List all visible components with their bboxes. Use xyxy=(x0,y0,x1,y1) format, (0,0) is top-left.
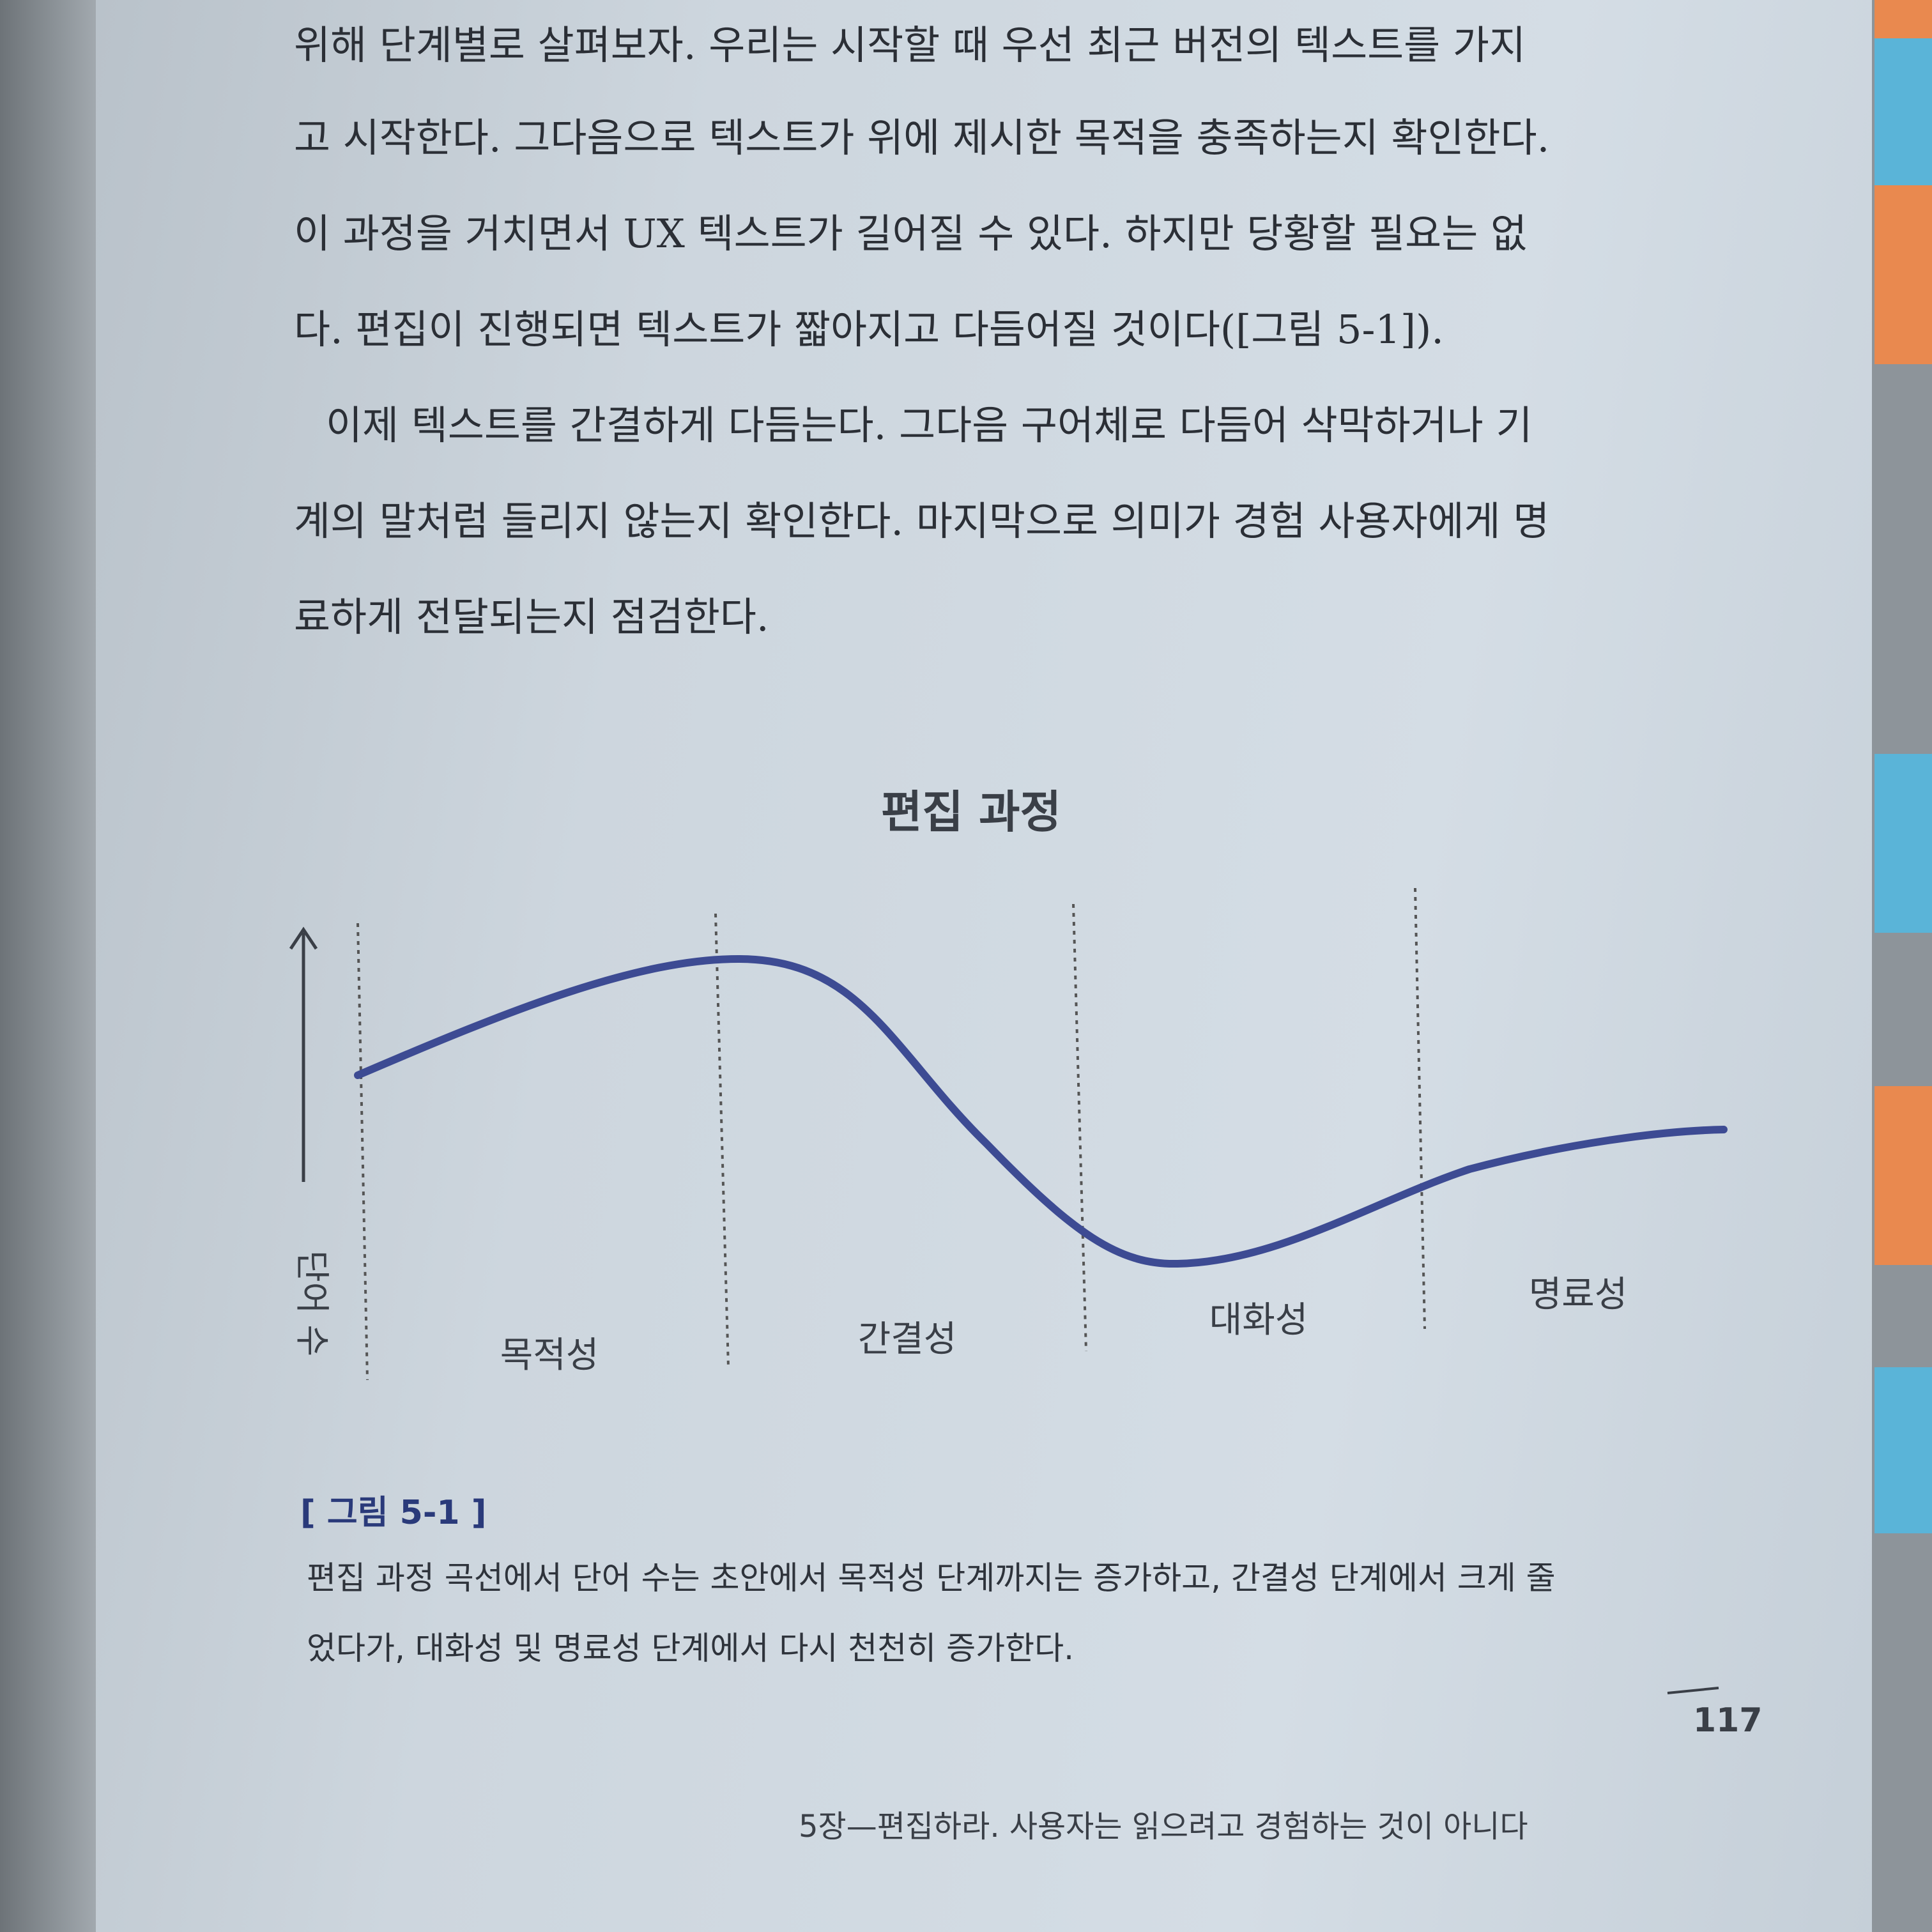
divider xyxy=(1414,887,1426,1330)
page-number-rule xyxy=(1667,1687,1719,1694)
index-tab xyxy=(1874,1367,1932,1533)
book-page xyxy=(96,0,1872,1932)
index-tab xyxy=(1874,38,1932,185)
caption-line: 편집 과정 곡선에서 단어 수는 초안에서 목적성 단계까지는 증가하고, 간결… xyxy=(307,1560,1556,1597)
axis-arrowhead xyxy=(289,926,318,950)
text-line: 고 시작한다. 그다음으로 텍스트가 위에 제시한 목적을 충족하는지 확인한다… xyxy=(294,114,1550,161)
page-number: 117 xyxy=(1693,1701,1763,1740)
stage-dividers xyxy=(356,887,1426,1381)
text-line: 이 과정을 거치면서 UX 텍스트가 길어질 수 있다. 하지만 당황할 필요는… xyxy=(294,210,1528,257)
stage-label: 간결성 xyxy=(858,1319,957,1360)
stage-label: 대화성 xyxy=(1209,1300,1308,1341)
divider xyxy=(714,913,730,1368)
text-line: 다. 편집이 진행되면 텍스트가 짧아지고 다듬어질 것이다([그림 5-1])… xyxy=(294,306,1444,353)
y-axis-label: 단어 수 xyxy=(292,1250,332,1356)
caption-label: [ 그림 5-1 ] xyxy=(300,1494,486,1532)
running-title: 5장—편집하라. 사용자는 읽으려고 경험하는 것이 아니다 xyxy=(799,1809,1528,1844)
figure-title: 편집 과정 xyxy=(881,786,1061,838)
stage-label: 명료성 xyxy=(1529,1274,1628,1315)
text-line: 계의 말처럼 들리지 않는지 확인한다. 마지막으로 의미가 경험 사용자에게 … xyxy=(294,498,1550,544)
index-tab xyxy=(1874,754,1932,933)
book-gutter xyxy=(0,0,109,1932)
index-tab xyxy=(1874,185,1932,364)
text-line: 위해 단계별로 살펴보자. 우리는 시작할 때 우선 최근 버전의 텍스트를 가… xyxy=(294,22,1526,68)
index-tab xyxy=(1874,1086,1932,1265)
divider xyxy=(1072,903,1087,1352)
divider xyxy=(356,923,369,1381)
text-line: 이제 텍스트를 간결하게 다듬는다. 그다음 구어체로 다듬어 삭막하거나 기 xyxy=(326,402,1533,448)
stage-label: 목적성 xyxy=(500,1335,599,1376)
editing-curve xyxy=(354,954,1728,1268)
index-tab xyxy=(1874,0,1932,38)
text-line: 료하게 전달되는지 점검한다. xyxy=(294,594,769,640)
caption-line: 었다가, 대화성 및 명료성 단계에서 다시 천천히 증가한다. xyxy=(307,1630,1075,1667)
